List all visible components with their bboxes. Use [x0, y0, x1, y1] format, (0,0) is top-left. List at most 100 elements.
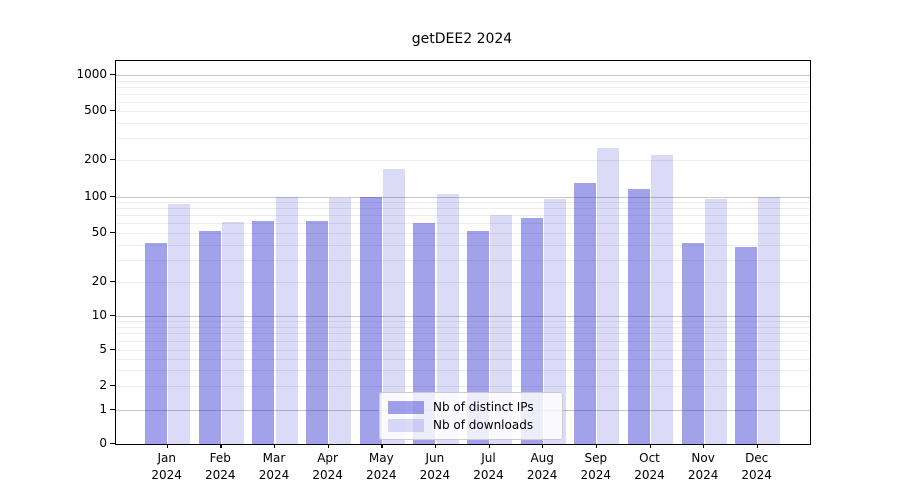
x-tick-mark: [327, 444, 329, 448]
gridline-major: [116, 196, 810, 198]
y-tick-mark: [110, 443, 115, 445]
bar-distinct-ips-sep: [574, 182, 597, 444]
y-tick-mark: [110, 280, 115, 282]
y-tick-label-1: 1: [99, 402, 107, 416]
legend-row-distinct-ips: Nb of distinct IPs: [388, 398, 554, 416]
bar-downloads-may: [382, 168, 405, 444]
y-tick-label-1000: 1000: [76, 67, 107, 81]
gridline-minor: [116, 326, 810, 328]
x-tick-mark: [595, 444, 598, 448]
x-tick-mark: [434, 444, 437, 448]
x-tick-label-jan: Jan 2024: [151, 451, 182, 482]
legend: Nb of distinct IPs Nb of downloads: [379, 392, 563, 440]
x-tick-label-nov: Nov 2024: [687, 451, 719, 482]
y-tick-mark: [110, 409, 115, 411]
bar-distinct-ips-dec: [735, 247, 758, 444]
bar-downloads-mar: [275, 196, 298, 444]
x-tick-mark: [166, 444, 168, 448]
bar-distinct-ips-apr: [306, 220, 328, 444]
x-tick-mark: [649, 444, 651, 448]
bar-distinct-ips-feb: [198, 230, 221, 444]
y-tick-label-10: 10: [91, 307, 107, 322]
y-tick-mark: [110, 231, 115, 233]
x-tick-label-oct: Oct 2024: [634, 451, 665, 482]
x-tick-label-jul: Jul 2024: [473, 451, 504, 482]
gridline-minor: [116, 122, 810, 124]
gridline-minor: [116, 281, 810, 283]
x-tick-label-apr: Apr 2024: [312, 451, 343, 482]
bar-distinct-ips-jul: [466, 230, 489, 444]
bar-distinct-ips-jan: [145, 243, 168, 444]
gridline-minor: [116, 80, 810, 82]
gridline-major: [116, 315, 810, 317]
y-tick-mark: [110, 159, 115, 161]
x-tick-mark: [274, 444, 276, 448]
x-tick-label-aug: Aug 2024: [526, 451, 558, 482]
gridline-minor: [116, 358, 810, 360]
x-tick-mark: [220, 444, 222, 448]
x-tick-label-jun: Jun 2024: [419, 451, 451, 482]
bar-distinct-ips-mar: [252, 220, 275, 444]
x-tick-mark: [542, 444, 544, 448]
gridline-minor: [116, 86, 810, 88]
y-tick-label-20: 20: [91, 273, 107, 288]
bar-distinct-ips-oct: [627, 189, 650, 444]
y-tick-mark: [110, 349, 115, 351]
bar-downloads-sep: [597, 148, 620, 444]
y-tick-label-5: 5: [99, 342, 107, 356]
bar-downloads-apr: [329, 198, 352, 444]
gridline-minor: [116, 244, 810, 246]
plot-area: Nb of distinct IPs Nb of downloads: [115, 60, 811, 445]
gridline-minor: [116, 202, 810, 203]
bar-downloads-dec: [758, 196, 781, 444]
y-tick-mark: [110, 385, 115, 387]
y-tick-mark: [110, 110, 115, 112]
x-tick-mark: [488, 444, 490, 448]
gridline-minor: [116, 101, 810, 103]
y-tick-label-100: 100: [84, 188, 107, 203]
bar-downloads-nov: [704, 198, 727, 444]
x-tick-mark: [381, 444, 383, 448]
gridline-minor: [116, 93, 810, 95]
gridline-minor: [116, 386, 810, 387]
bar-distinct-ips-nov: [681, 243, 704, 444]
x-tick-label-sep: Sep 2024: [580, 451, 612, 482]
legend-swatch-distinct-ips: [388, 400, 424, 414]
y-tick-label-200: 200: [84, 152, 107, 166]
x-tick-label-may: May 2024: [366, 451, 397, 482]
gridline-minor: [116, 370, 810, 372]
gridline-minor: [116, 350, 810, 351]
y-tick-label-0: 0: [99, 436, 107, 450]
bar-distinct-ips-jun: [413, 223, 436, 444]
bar-downloads-aug: [543, 199, 566, 444]
bar-downloads-feb: [221, 221, 244, 444]
legend-swatch-downloads: [388, 418, 424, 432]
y-tick-label-500: 500: [84, 103, 107, 117]
gridline-minor: [116, 223, 810, 225]
y-tick-label-50: 50: [91, 224, 107, 239]
legend-label-distinct-ips: Nb of distinct IPs: [433, 400, 534, 414]
bar-downloads-jan: [168, 204, 191, 444]
gridline-major: [116, 75, 810, 76]
y-tick-mark: [110, 74, 115, 76]
legend-row-downloads: Nb of downloads: [388, 416, 554, 434]
gridline-minor: [116, 333, 810, 335]
gridline-minor: [116, 320, 810, 322]
x-tick-mark: [756, 444, 758, 448]
x-tick-label-feb: Feb 2024: [205, 451, 236, 482]
gridline-minor: [116, 160, 810, 161]
legend-label-downloads: Nb of downloads: [433, 418, 534, 432]
chart-title: getDEE2 2024: [411, 31, 513, 47]
y-tick-mark: [110, 314, 115, 316]
gridline-minor: [116, 208, 810, 210]
gridline-minor: [116, 215, 810, 217]
x-tick-label-mar: Mar 2024: [258, 451, 290, 482]
x-tick-label-dec: Dec 2024: [741, 451, 772, 482]
gridline-minor: [116, 260, 810, 261]
bar-downloads-jun: [436, 193, 459, 444]
bar-distinct-ips-may: [359, 196, 382, 444]
gridline-minor: [116, 111, 810, 112]
bar-downloads-jul: [490, 215, 513, 444]
gridline-minor: [116, 232, 810, 234]
